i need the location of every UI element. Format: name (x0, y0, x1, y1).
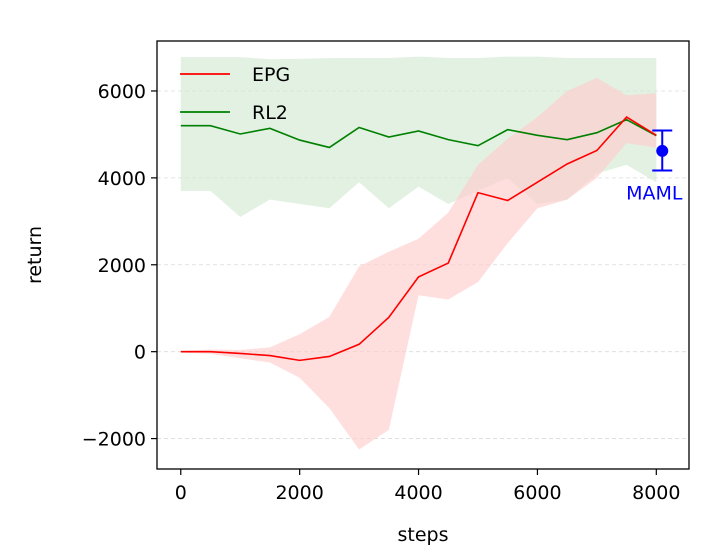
x-tick-label: 0 (175, 482, 187, 504)
series-line-rl2 (180, 118, 657, 149)
x-tick-label: 4000 (394, 482, 442, 504)
series-line-epg (180, 116, 657, 362)
y-tick-label: 6000 (98, 81, 146, 103)
maml-label: MAML (626, 182, 683, 204)
x-axis-title: steps (398, 524, 449, 546)
y-tick-label: 0 (134, 342, 146, 364)
legend: EPG RL2 (180, 64, 290, 124)
x-axis-ticks: 0 2000 4000 6000 8000 (175, 469, 680, 504)
legend-label-rl2: RL2 (252, 102, 288, 124)
band-epg (180, 77, 657, 450)
y-axis-title: return (24, 226, 46, 284)
plot-frame (156, 40, 690, 470)
y-axis-ticks: −2000 0 2000 4000 6000 (82, 81, 157, 451)
maml-point (656, 144, 669, 157)
x-tick-label: 6000 (513, 482, 561, 504)
x-tick-label: 2000 (275, 482, 323, 504)
annotations: MAML (626, 129, 683, 204)
y-tick-label: −2000 (82, 429, 146, 451)
y-tick-label: 2000 (98, 255, 146, 277)
confidence-bands (180, 56, 657, 450)
y-tick-label: 4000 (98, 168, 146, 190)
series-lines (180, 116, 657, 362)
x-tick-label: 8000 (632, 482, 680, 504)
legend-label-epg: EPG (252, 64, 290, 86)
